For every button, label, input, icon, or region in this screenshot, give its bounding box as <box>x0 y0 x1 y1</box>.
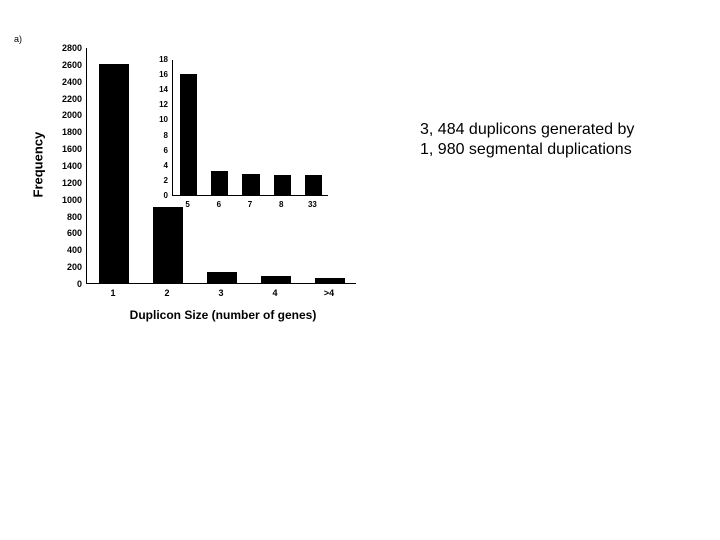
y-tick-label: 400 <box>56 245 82 255</box>
y-tick-label: 18 <box>142 55 168 64</box>
y-tick-label: 1200 <box>56 178 82 188</box>
x-tick-label: 8 <box>266 200 296 209</box>
y-tick-label: 2400 <box>56 77 82 87</box>
bar <box>99 64 129 283</box>
x-tick-label: 2 <box>152 288 182 298</box>
bar <box>242 174 259 195</box>
x-tick-label: 5 <box>173 200 203 209</box>
y-tick-label: 8 <box>142 131 168 140</box>
bar <box>261 276 291 283</box>
y-tick-label: 14 <box>142 85 168 94</box>
bar <box>274 175 291 195</box>
y-tick-label: 1400 <box>56 161 82 171</box>
x-tick-label: >4 <box>314 288 344 298</box>
caption: 3, 484 duplicons generated by 1, 980 seg… <box>420 120 710 160</box>
y-tick-label: 10 <box>142 115 168 124</box>
y-tick-label: 2200 <box>56 94 82 104</box>
y-tick-label: 16 <box>142 70 168 79</box>
y-tick-label: 2600 <box>56 60 82 70</box>
y-tick-label: 1000 <box>56 195 82 205</box>
y-tick-label: 2800 <box>56 43 82 53</box>
x-axis-title: Duplicon Size (number of genes) <box>98 308 348 322</box>
y-tick-label: 2 <box>142 176 168 185</box>
x-tick-label: 33 <box>297 200 327 209</box>
bar <box>153 207 183 283</box>
y-tick-label: 6 <box>142 146 168 155</box>
x-tick-label: 7 <box>235 200 265 209</box>
y-tick-label: 200 <box>56 262 82 272</box>
y-tick-label: 0 <box>142 191 168 200</box>
x-tick-label: 6 <box>204 200 234 209</box>
y-tick-label: 800 <box>56 212 82 222</box>
y-tick-label: 2000 <box>56 110 82 120</box>
x-tick-label: 3 <box>206 288 236 298</box>
bar <box>211 171 228 195</box>
caption-line-1: 3, 484 duplicons generated by <box>420 120 710 140</box>
panel-label: a) <box>14 34 22 44</box>
x-tick-label: 1 <box>98 288 128 298</box>
inset-chart: 024681012141618 567833 <box>150 56 330 214</box>
bar <box>315 278 345 283</box>
y-tick-label: 12 <box>142 100 168 109</box>
y-tick-label: 0 <box>56 279 82 289</box>
bar <box>180 74 197 195</box>
page: a) Frequency 020040060080010001200140016… <box>0 0 720 540</box>
x-tick-label: 4 <box>260 288 290 298</box>
bar <box>305 175 322 195</box>
y-tick-label: 1800 <box>56 127 82 137</box>
y-tick-label: 600 <box>56 228 82 238</box>
y-tick-label: 4 <box>142 161 168 170</box>
y-axis-title: Frequency <box>31 118 46 198</box>
inset-plot <box>172 60 328 196</box>
caption-line-2: 1, 980 segmental duplications <box>420 140 710 160</box>
bar <box>207 272 237 283</box>
y-tick-label: 1600 <box>56 144 82 154</box>
